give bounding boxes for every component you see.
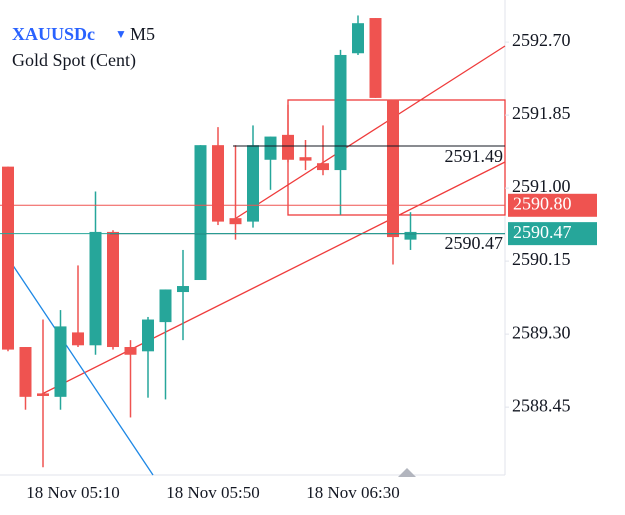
candle-body xyxy=(194,145,207,281)
candles xyxy=(2,15,417,468)
candle-body xyxy=(89,231,102,346)
candle-body xyxy=(369,18,382,98)
price-tag-label: 2590.80 xyxy=(513,193,572,213)
candle-body xyxy=(334,54,347,171)
candle-body xyxy=(54,326,67,397)
symbol-dropdown[interactable]: ▼ xyxy=(115,27,127,41)
y-tick-label: 2592.70 xyxy=(512,30,571,50)
scroll-marker[interactable] xyxy=(398,468,416,477)
candle-body xyxy=(404,231,417,240)
candle-body xyxy=(352,23,364,54)
candle-body xyxy=(387,99,399,238)
trend-line xyxy=(229,45,506,223)
y-tick-label: 2590.15 xyxy=(512,249,571,269)
candle-body xyxy=(37,393,49,396)
price-lines: 2591.49 2590.47 2590.80 2590.47 xyxy=(0,145,597,253)
candle-body xyxy=(229,218,242,225)
candle-body xyxy=(2,166,14,350)
y-tick-label: 2591.85 xyxy=(512,103,571,123)
price-tag xyxy=(508,222,597,246)
candle-body xyxy=(264,136,277,160)
trend-line xyxy=(7,257,154,476)
x-tick-label: 18 Nov 06:30 xyxy=(306,483,400,502)
y-tick-label: 2588.45 xyxy=(512,395,571,415)
candle-body xyxy=(107,231,119,348)
drawings xyxy=(7,45,506,476)
level-label: 2590.47 xyxy=(445,233,504,253)
candle-body xyxy=(142,319,154,352)
candle-body xyxy=(19,347,32,397)
candle-body xyxy=(317,163,329,171)
candle-body xyxy=(212,145,224,222)
candle-body xyxy=(124,347,137,355)
candle-body xyxy=(177,286,189,293)
y-tick-label: 2591.00 xyxy=(512,176,571,196)
candle-body xyxy=(72,332,84,346)
instrument-name: Gold Spot (Cent) xyxy=(12,50,136,71)
trend-line xyxy=(39,161,506,396)
symbol[interactable]: XAUUSDc xyxy=(12,24,95,44)
y-tick-label: 2589.30 xyxy=(512,322,571,342)
candle-body xyxy=(299,157,312,161)
level-label: 2591.49 xyxy=(445,146,504,166)
price-tag-label: 2590.47 xyxy=(513,222,572,242)
timeframe[interactable]: M5 xyxy=(130,24,155,44)
price-tag xyxy=(508,193,597,217)
x-tick-label: 18 Nov 05:50 xyxy=(166,483,260,502)
candle-body xyxy=(159,289,172,323)
x-tick-label: 18 Nov 05:10 xyxy=(26,483,120,502)
candle-body xyxy=(282,134,294,160)
candle-body xyxy=(247,145,259,222)
